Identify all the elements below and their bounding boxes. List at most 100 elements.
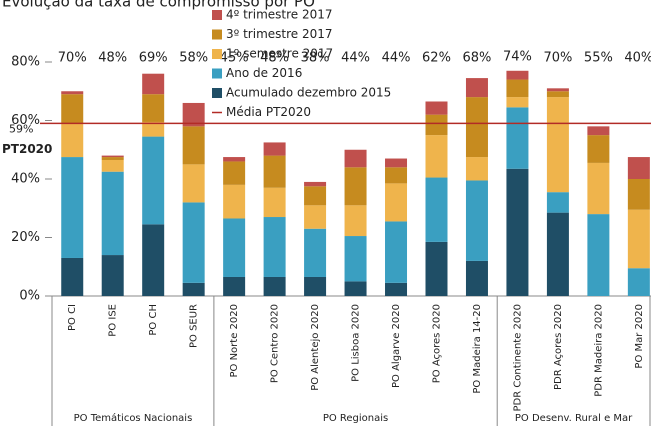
bar-segment xyxy=(223,218,246,277)
mean-annotation: PT2020 xyxy=(2,142,52,156)
bar-segment xyxy=(304,228,327,277)
x-tick-label: PO Lisboa 2020 xyxy=(351,304,362,382)
bar-segment xyxy=(627,268,650,296)
legend-label: Média PT2020 xyxy=(226,105,311,119)
value-label: 40% xyxy=(624,51,651,66)
bar-segment xyxy=(425,114,448,136)
bar-segment xyxy=(61,94,84,124)
x-tick-label: PO Algarve 2020 xyxy=(391,304,402,388)
bar-segment xyxy=(61,157,84,258)
legend-swatch xyxy=(212,88,222,98)
bar-segment xyxy=(627,157,650,179)
y-tick-label: 20% xyxy=(11,230,40,245)
bar-segment xyxy=(223,161,246,185)
x-tick-label: PO SEUR xyxy=(189,304,200,348)
bar-segment xyxy=(587,135,610,163)
value-label: 62% xyxy=(422,51,451,66)
y-tick-label: 40% xyxy=(11,172,40,187)
value-label: 69% xyxy=(139,51,168,66)
bar-segment xyxy=(304,181,327,187)
x-tick-label: PO Norte 2020 xyxy=(229,304,240,378)
mean-label: 59% xyxy=(9,122,33,135)
bar-segment xyxy=(385,167,408,184)
bar-segment xyxy=(142,121,165,137)
bar-segment xyxy=(425,101,448,115)
bar-segment xyxy=(465,97,488,158)
bar-segment xyxy=(223,276,246,296)
bar-segment xyxy=(304,205,327,229)
legend-swatch xyxy=(212,29,222,40)
value-label: 70% xyxy=(58,51,87,66)
bar-segment xyxy=(546,192,569,213)
x-tick-label: PO Centro 2020 xyxy=(270,304,281,383)
bar-segment xyxy=(546,212,569,296)
bar-segment xyxy=(101,171,124,256)
bar-segment xyxy=(425,241,448,296)
value-label: 68% xyxy=(463,51,492,66)
bar-segment xyxy=(465,78,488,98)
bar-segment xyxy=(465,157,488,181)
legend-label: 1º semestre 2017 xyxy=(226,47,333,61)
bar-segment xyxy=(546,91,569,98)
bar-segment xyxy=(263,155,286,188)
value-label: 44% xyxy=(382,51,411,66)
bar-segment xyxy=(506,79,529,98)
bar-segment xyxy=(465,260,488,296)
group-label: PO Desenv. Rural e Mar xyxy=(515,413,633,424)
legend-label: 3º trimestre 2017 xyxy=(226,27,333,41)
bar-segment xyxy=(465,180,488,261)
bar-segment xyxy=(223,184,246,219)
bar-segment xyxy=(587,126,610,136)
bar-segment xyxy=(425,177,448,242)
bar-segment xyxy=(425,135,448,178)
bar-segment xyxy=(61,257,84,296)
bar-segment xyxy=(506,168,529,296)
x-tick-label: PDR Açores 2020 xyxy=(553,304,564,390)
bar-segment xyxy=(182,126,205,165)
bar-segment xyxy=(344,205,367,237)
value-label: 58% xyxy=(179,51,208,66)
bar-segment xyxy=(182,282,205,296)
legend-label: Acumulado dezembro 2015 xyxy=(226,86,391,100)
bar-segment xyxy=(546,97,569,193)
bar-segment xyxy=(587,162,610,215)
value-label: 48% xyxy=(98,51,127,66)
bar-segment xyxy=(182,202,205,283)
bar-segment xyxy=(506,70,529,80)
y-tick-label: 60% xyxy=(11,113,40,128)
bar-segment xyxy=(385,183,408,222)
bar-segment xyxy=(101,255,124,296)
legend-swatch xyxy=(212,68,222,79)
bar-segment xyxy=(61,91,84,95)
value-label: 38% xyxy=(301,51,330,66)
bar-segment xyxy=(142,136,165,225)
x-tick-label: PO Açores 2020 xyxy=(431,304,442,383)
bar-segment xyxy=(385,221,408,283)
y-tick-label: 0% xyxy=(19,289,40,304)
bar-segment xyxy=(385,158,408,168)
value-label: 48% xyxy=(260,51,289,66)
bar-segment xyxy=(263,276,286,296)
chart-title: Evolução da taxa de compromisso por PO xyxy=(2,0,315,11)
y-tick-label: 80% xyxy=(11,55,40,70)
x-tick-label: PDR Madeira 2020 xyxy=(593,304,604,397)
value-label: 70% xyxy=(543,51,572,66)
bar-segment xyxy=(385,282,408,296)
bar-segment xyxy=(506,107,529,169)
bar-segment xyxy=(344,236,367,282)
bar-segment xyxy=(546,88,569,92)
bar-segment xyxy=(101,159,124,172)
x-tick-label: PO ISE xyxy=(108,304,119,337)
x-tick-label: PO Madeira 14-20 xyxy=(472,304,483,394)
group-label: PO Temáticos Nacionais xyxy=(74,412,193,424)
x-tick-label: PO CI xyxy=(67,304,78,331)
legend-label: Ano de 2016 xyxy=(226,66,302,80)
value-label: 74% xyxy=(503,49,532,64)
bar-segment xyxy=(587,214,610,296)
bar-segment xyxy=(142,94,165,122)
bar-segment xyxy=(61,123,84,158)
x-tick-label: PO CH xyxy=(148,304,159,336)
bar-segment xyxy=(344,149,367,168)
bar-segment xyxy=(142,73,165,95)
